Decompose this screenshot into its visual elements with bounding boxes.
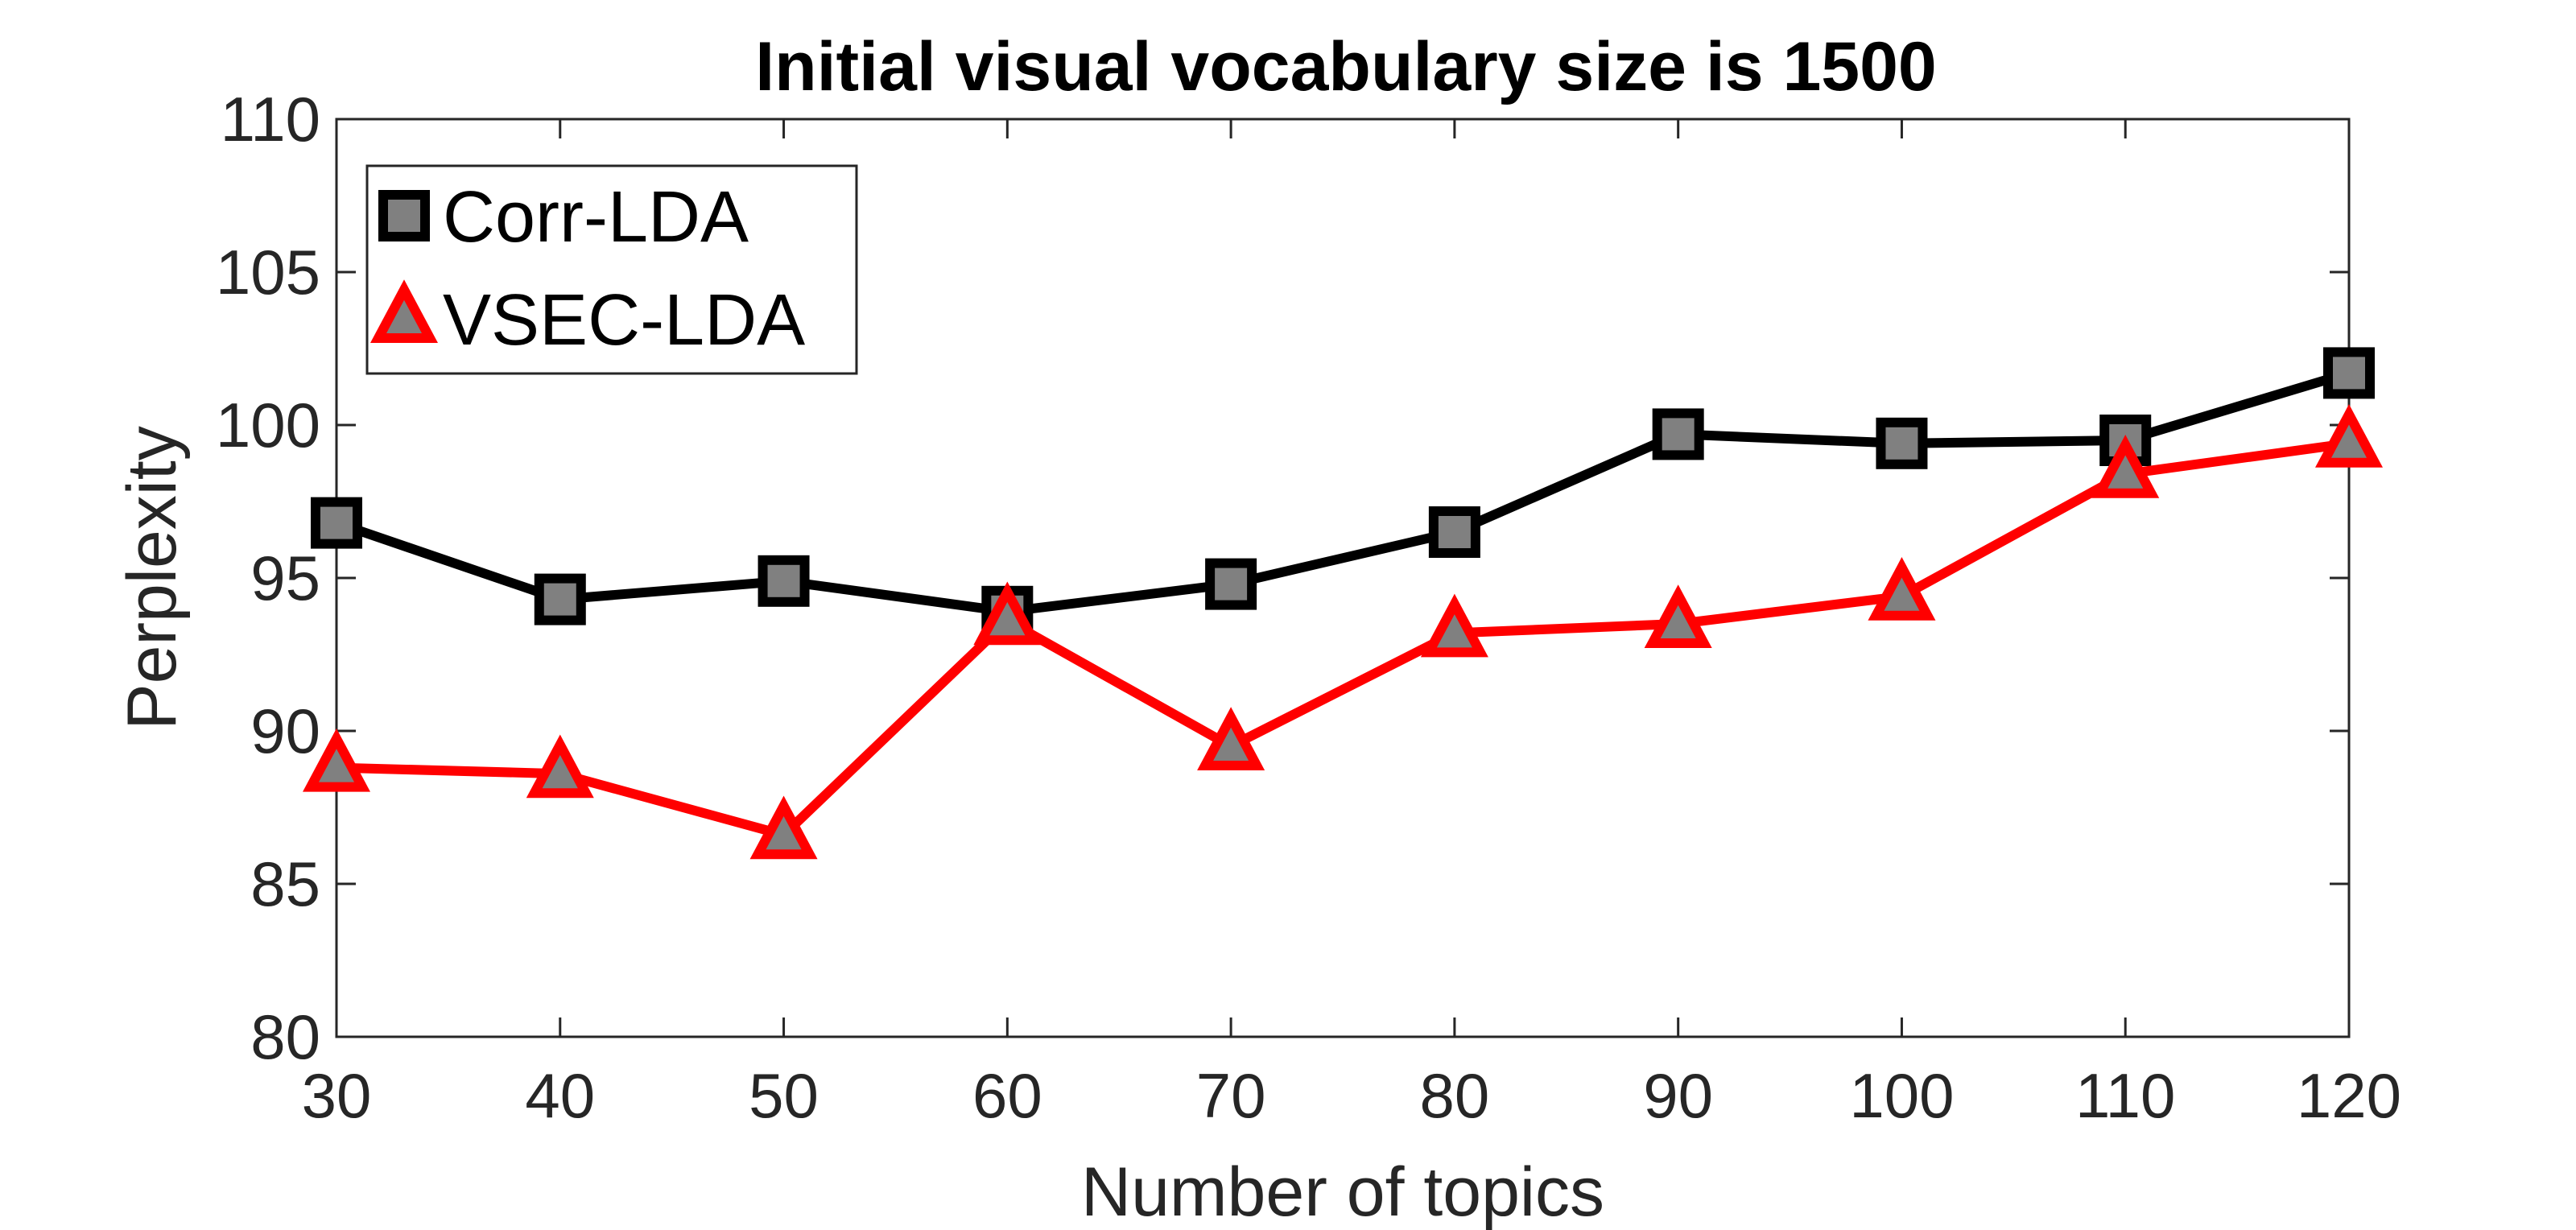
data-point-corr-lda — [1428, 506, 1480, 558]
legend-marker-corr-lda — [378, 190, 430, 241]
y-tick-label: 80 — [250, 1001, 320, 1072]
data-point-corr-lda — [534, 573, 586, 625]
data-point-corr-lda — [1652, 408, 1704, 460]
legend: Corr-LDA VSEC-LDA — [365, 164, 858, 375]
x-tick-label: 90 — [1643, 1060, 1713, 1131]
series-line-vsec-lda — [336, 438, 2350, 840]
series-line-corr-lda — [335, 368, 2351, 617]
data-point-vsec-lda — [973, 581, 1042, 646]
data-point-corr-lda — [2323, 347, 2375, 399]
x-tick-label: 110 — [2075, 1060, 2175, 1131]
x-tick-label: 30 — [302, 1060, 372, 1131]
chart-title: Initial visual vocabulary size is 1500 — [755, 28, 1937, 105]
series-layer — [303, 347, 2383, 860]
data-point-vsec-lda — [303, 728, 370, 792]
legend-item-corr-lda: Corr-LDA — [378, 177, 749, 258]
data-point-corr-lda — [758, 555, 810, 607]
y-tick-label: 105 — [216, 237, 320, 308]
series-corr-lda — [311, 347, 2375, 638]
x-tick-label: 50 — [749, 1060, 819, 1131]
data-point-corr-lda — [1205, 558, 1257, 610]
x-tick-label: 120 — [2297, 1060, 2401, 1131]
legend-item-vsec-lda: VSEC-LDA — [370, 279, 805, 361]
x-tick-label: 40 — [525, 1060, 595, 1131]
data-point-vsec-lda — [1197, 707, 1265, 770]
legend-label-corr-lda: Corr-LDA — [443, 177, 749, 258]
y-tick-label: 90 — [250, 695, 320, 766]
legend-box — [365, 164, 858, 375]
data-point-vsec-lda — [526, 734, 594, 799]
legend-marker-vsec-lda — [370, 279, 438, 343]
data-point-corr-lda — [1876, 417, 1928, 469]
legend-label-vsec-lda: VSEC-LDA — [443, 280, 805, 361]
data-point-vsec-lda — [2315, 404, 2383, 468]
data-point-vsec-lda — [749, 795, 818, 860]
y-tick-label: 95 — [250, 543, 320, 613]
y-axis-label: Perplexity — [114, 426, 191, 730]
data-point-vsec-lda — [1420, 593, 1488, 658]
series-vsec-lda — [303, 404, 2383, 860]
data-point-vsec-lda — [1644, 584, 1712, 648]
data-point-vsec-lda — [2091, 435, 2160, 498]
data-point-corr-lda — [311, 497, 362, 549]
x-tick-label: 80 — [1420, 1060, 1490, 1131]
y-tick-label: 100 — [216, 390, 320, 460]
y-tick-label: 85 — [250, 848, 320, 919]
x-axis: 30 40 50 60 70 80 90 100 110 120 — [302, 119, 2401, 1131]
x-axis-label: Number of topics — [1081, 1154, 1604, 1230]
x-tick-label: 100 — [1849, 1060, 1954, 1131]
x-tick-label: 70 — [1196, 1060, 1266, 1131]
y-tick-label: 110 — [221, 84, 320, 155]
x-tick-label: 60 — [972, 1060, 1042, 1131]
data-point-vsec-lda — [1868, 557, 1936, 621]
y-axis: 80 85 90 95 100 105 110 — [216, 84, 2349, 1072]
